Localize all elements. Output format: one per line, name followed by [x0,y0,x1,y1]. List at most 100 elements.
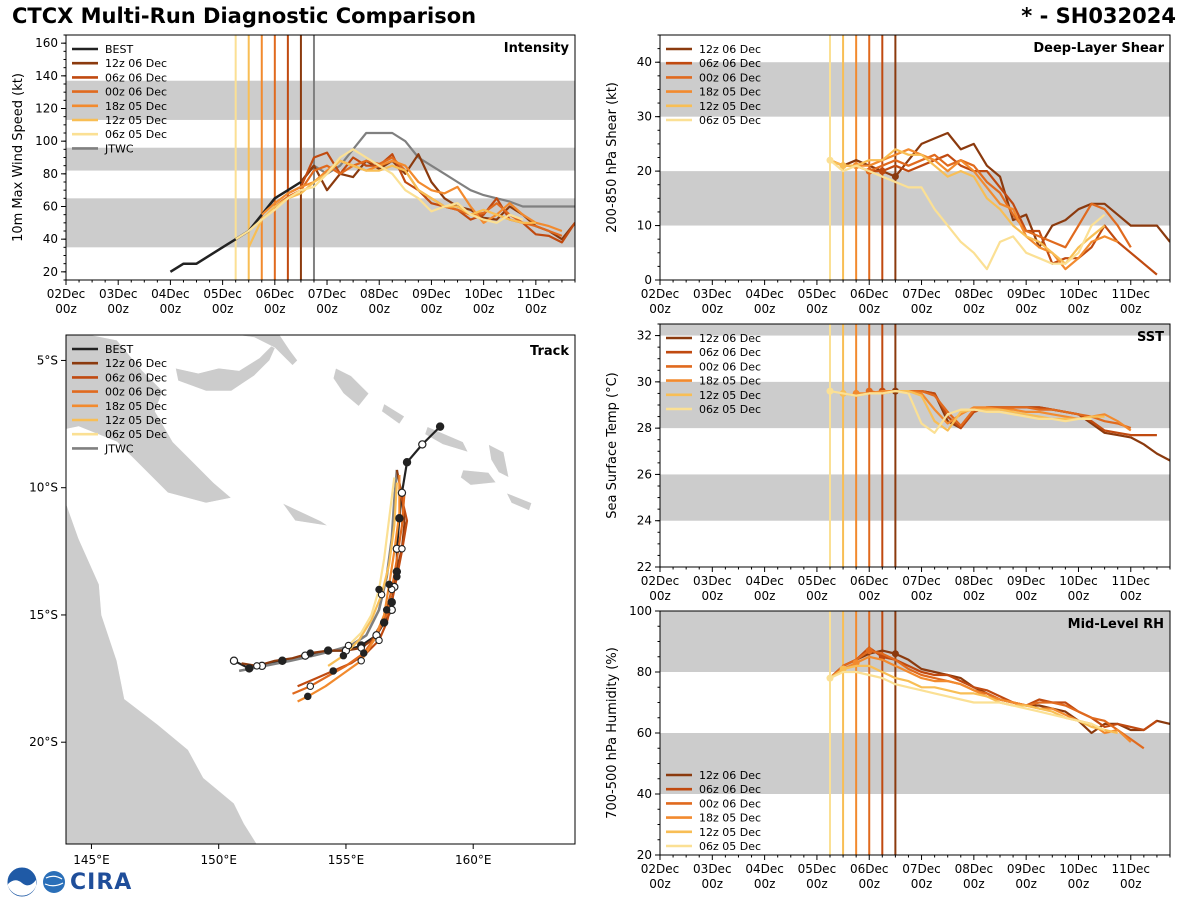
x-tick-label-hour: 00z [1120,877,1142,891]
legend-label: 06z 05 Dec [699,840,761,853]
x-tick-label-hour: 00z [525,302,547,316]
lon-tick-label: 145°E [73,853,110,867]
x-tick-label-date: 03Dec [693,287,732,301]
best-track-point [387,598,396,607]
best-track-point [395,514,404,523]
x-tick-label-date: 08Dec [955,287,994,301]
series-line [829,390,1092,434]
x-tick-label-hour: 00z [421,302,443,316]
legend-label: 18z 05 Dec [105,400,167,413]
y-axis-label: 200-850 hPa Shear (kt) [605,82,620,233]
globe-icon [43,871,65,893]
x-tick-label-hour: 00z [963,589,985,603]
y-tick-label: 10 [637,219,652,233]
y-tick-label: 100 [629,604,652,618]
y-tick-label: 140 [35,69,58,83]
x-tick-label-date: 03Dec [693,574,732,588]
threshold-band [660,381,1170,429]
noaa-logo-icon [6,866,38,898]
panel-title: Deep-Layer Shear [1033,41,1164,56]
x-tick-label-hour: 00z [1120,589,1142,603]
x-tick-label-date: 11Dec [1112,574,1151,588]
x-tick-label-date: 05Dec [798,574,837,588]
series-line [829,153,1132,249]
forecast-track-point [306,649,315,657]
x-tick-label-hour: 00z [702,302,724,316]
x-tick-label-date: 07Dec [902,287,941,301]
series-line [829,131,1170,249]
lat-tick-label: 10°S [29,481,58,495]
lat-tick-label: 20°S [29,735,58,749]
x-tick-label-date: 06Dec [850,574,889,588]
panel-mid-level-rh: 2040608010002Dec00z03Dec00z04Dec00z05Dec… [605,604,1171,891]
series-line [829,148,1119,271]
x-tick-label-hour: 00z [963,302,985,316]
forecast-track-point [329,667,337,675]
x-tick-label-hour: 00z [858,589,880,603]
x-tick-label-hour: 00z [107,302,129,316]
series-line [829,148,1106,265]
louisiade-land [281,502,329,527]
legend-label: 18z 05 Dec [699,375,761,388]
x-tick-label-date: 09Dec [1007,574,1046,588]
forecast-track-point [382,606,391,614]
y-tick-label: 60 [43,200,58,214]
init-marker [865,647,873,655]
legend-label: 06z 06 Dec [699,57,761,70]
track-line [297,475,401,703]
series-line [300,153,575,241]
legend-label: 18z 05 Dec [699,86,761,99]
forecast-track-point [253,662,261,670]
figure-title: CTCX Multi-Run Diagnostic Comparison [12,4,477,28]
series-line [247,159,536,248]
x-tick-label-date: 06Dec [256,287,295,301]
x-tick-label-hour: 00z [702,877,724,891]
init-marker [826,387,834,395]
best-track-point [278,656,287,665]
x-tick-label-date: 06Dec [850,862,889,876]
x-tick-label-date: 03Dec [99,287,138,301]
threshold-band [660,611,1170,672]
legend-label: 12z 05 Dec [699,389,761,402]
legend-label: 00z 06 Dec [105,86,167,99]
x-tick-label-date: 04Dec [151,287,190,301]
x-tick-label-hour: 00z [754,302,776,316]
y-tick-label: 20 [637,848,652,862]
bougainville-land [332,367,370,407]
x-tick-label-date: 02Dec [641,287,680,301]
best-track-point [245,664,254,673]
legend-label: 00z 06 Dec [699,71,761,84]
legend-label: 18z 05 Dec [105,100,167,113]
x-tick-label-hour: 00z [1068,302,1090,316]
x-tick-label-date: 10Dec [1059,862,1098,876]
lat-tick-label: 5°S [37,353,58,367]
y-axis-label: 700-500 hPa Humidity (%) [605,647,620,819]
threshold-band [660,324,1170,336]
legend-label: 12z 05 Dec [699,826,761,839]
legend-label: 12z 06 Dec [105,57,167,70]
x-tick-label-date: 07Dec [308,287,347,301]
x-tick-label-date: 09Dec [1007,862,1046,876]
x-tick-label-date: 09Dec [412,287,451,301]
solomon-makira-land [505,492,533,512]
legend-label: 12z 06 Dec [699,769,761,782]
legend-label: 12z 06 Dec [699,332,761,345]
threshold-band [660,733,1170,794]
panel-title: Mid-Level RH [1068,617,1164,632]
legend-label: 18z 05 Dec [699,812,761,825]
best-track-point [379,618,389,627]
panel-deep-layer-shear: 01020304002Dec00z03Dec00z04Dec00z05Dec00… [605,34,1171,316]
y-tick-label: 20 [43,265,58,279]
legend-label: 06z 06 Dec [699,346,761,359]
legend-label: 00z 06 Dec [699,360,761,373]
x-tick-label-date: 05Dec [798,862,837,876]
x-tick-label-date: 10Dec [1059,574,1098,588]
y-tick-label: 20 [637,164,652,178]
legend-label: JTWC [104,442,134,455]
y-tick-label: 60 [637,726,652,740]
lon-tick-label: 150°E [200,853,237,867]
y-tick-label: 40 [637,55,652,69]
